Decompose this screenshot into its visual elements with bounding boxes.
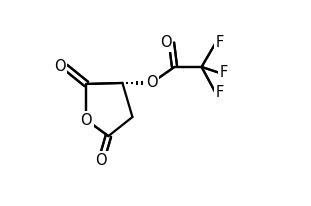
Text: O: O [160,35,172,50]
Text: O: O [146,75,157,90]
Text: O: O [160,35,172,50]
Text: O: O [81,112,92,128]
Text: O: O [54,59,65,74]
Text: F: F [216,85,224,101]
Text: F: F [220,66,228,80]
Text: O: O [95,153,107,168]
Text: F: F [216,85,224,101]
Text: O: O [81,112,92,128]
Text: O: O [146,75,157,90]
Text: F: F [216,35,224,50]
Text: O: O [95,153,107,168]
Text: O: O [54,59,65,74]
Text: F: F [220,66,228,80]
Text: F: F [216,35,224,50]
